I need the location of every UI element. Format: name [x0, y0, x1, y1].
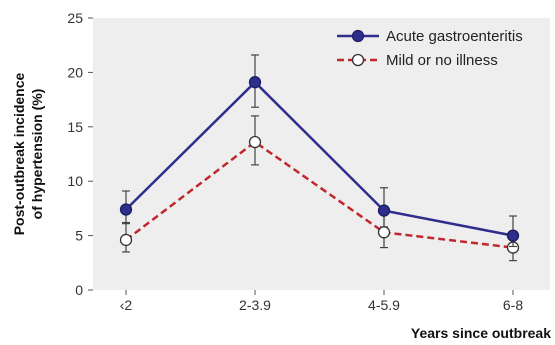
x-axis-ticks: ‹2 2-3.9 4-5.9 6-8 — [120, 290, 523, 313]
x-tick-label: ‹2 — [120, 297, 133, 313]
data-point — [506, 229, 520, 242]
series-mild-or-no-illness — [119, 115, 520, 262]
x-axis-title: Years since outbreak — [411, 325, 551, 341]
y-tick-label: 10 — [67, 173, 83, 189]
data-point — [248, 135, 262, 149]
series-layer — [119, 54, 520, 262]
legend-marker-acute — [351, 29, 365, 43]
x-tick-label: 2-3.9 — [239, 297, 271, 313]
y-tick-label: 0 — [75, 282, 83, 298]
y-tick-label: 5 — [75, 228, 83, 244]
data-point — [377, 204, 391, 217]
y-axis-ticks: 0 5 10 15 20 25 — [67, 10, 93, 298]
x-tick-label: 4-5.9 — [368, 297, 400, 313]
x-tick-label: 6-8 — [503, 297, 523, 313]
series-acute-gastroenteritis — [119, 54, 520, 248]
y-tick-label: 25 — [67, 10, 83, 26]
legend-label-mild: Mild or no illness — [386, 52, 498, 69]
series-line — [125, 80, 514, 237]
data-point — [119, 203, 133, 216]
y-axis-title-line-1: Post-outbreak incidence — [11, 72, 27, 235]
series-line — [125, 140, 514, 249]
y-tick-label: 20 — [67, 64, 83, 80]
y-axis-title-line-2: of hypertension (%) — [29, 89, 45, 220]
legend: Acute gastroenteritis Mild or no illness — [337, 28, 523, 69]
y-tick-label: 15 — [67, 119, 83, 135]
legend-marker-mild — [351, 53, 365, 67]
plot-area — [93, 18, 550, 290]
data-point — [248, 76, 262, 89]
data-point — [377, 226, 391, 239]
data-point — [119, 233, 133, 247]
legend-label-acute: Acute gastroenteritis — [386, 28, 523, 45]
